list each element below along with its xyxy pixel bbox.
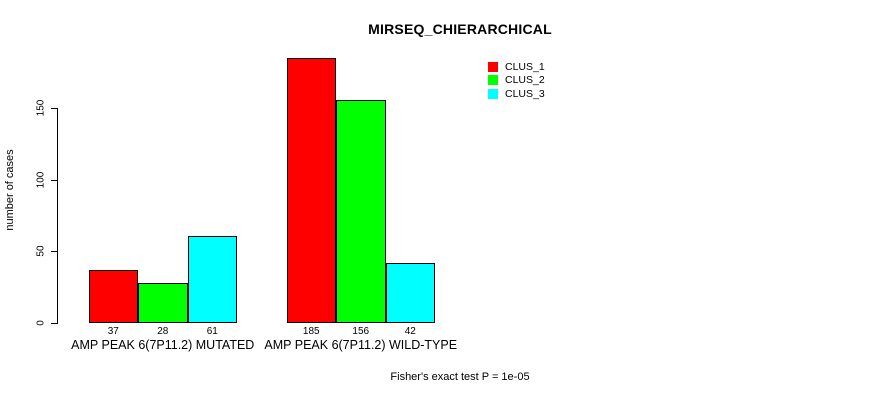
bar-clus_2 <box>138 282 188 323</box>
legend-entry-clus_2: CLUS_2 <box>488 74 545 87</box>
x-category-label: AMP PEAK 6(7P11.2) MUTATED <box>71 338 255 352</box>
y-tick-mark <box>51 323 58 324</box>
y-tick-label-text: 0 <box>35 320 47 326</box>
legend: CLUS_1 CLUS_2 CLUS_3 <box>488 62 545 102</box>
y-tick-mark <box>51 251 58 253</box>
y-tick-label-text: 100 <box>35 171 47 189</box>
y-tick-label-text: 150 <box>35 99 47 117</box>
bar-value-label: 28 <box>157 326 169 337</box>
legend-swatch-icon <box>488 75 498 86</box>
bar-value-label: 42 <box>404 326 416 337</box>
bar-clus_2 <box>336 99 386 323</box>
bar-value-label: 185 <box>302 326 320 337</box>
y-tick-mark <box>51 108 58 110</box>
legend-swatch-icon <box>488 88 498 99</box>
x-category-label: AMP PEAK 6(7P11.2) WILD-TYPE <box>264 338 458 352</box>
stat-annotation: Fisher's exact test P = 1e-05 <box>390 371 530 383</box>
bar-value-label: 156 <box>352 326 370 337</box>
legend-swatch-icon <box>488 62 498 72</box>
legend-entry-clus_3: CLUS_3 <box>488 89 545 99</box>
bar-clus_1 <box>286 58 336 323</box>
legend-entry-clus_1: CLUS_1 <box>488 62 545 72</box>
bar-value-label: 61 <box>206 326 218 337</box>
y-axis-title-text: number of cases <box>4 149 16 231</box>
legend-label: CLUS_3 <box>505 87 545 100</box>
bar-clus_3 <box>187 235 237 323</box>
y-tick-label-text: 50 <box>35 245 47 257</box>
legend-label: CLUS_2 <box>505 74 545 87</box>
y-tick-mark <box>51 179 58 181</box>
y-axis-line <box>57 108 58 323</box>
legend-label: CLUS_1 <box>505 61 545 73</box>
bar-value-label: 37 <box>107 326 119 337</box>
bar-clus_1 <box>88 270 138 323</box>
chart-title: MIRSEQ_CHIERARCHICAL <box>368 21 552 37</box>
bar-clus_3 <box>385 262 435 323</box>
